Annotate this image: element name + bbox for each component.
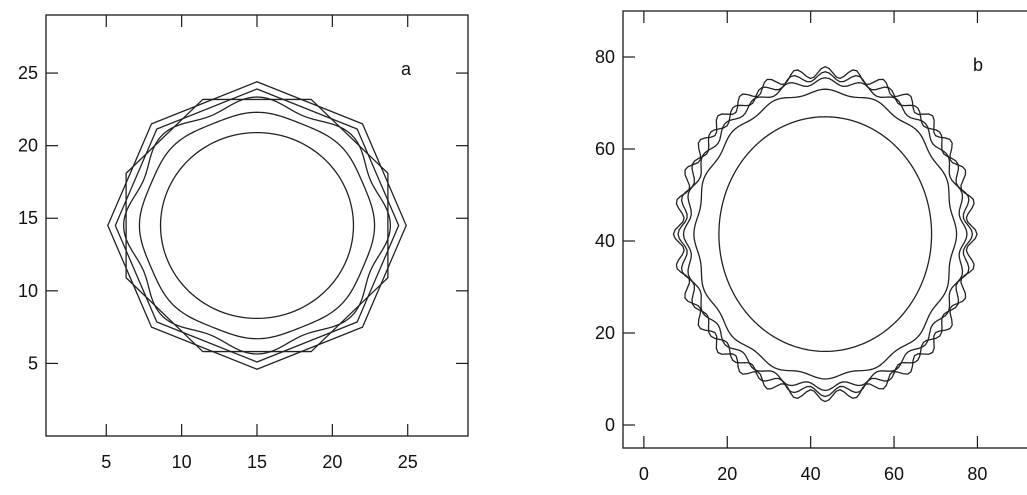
y-tick-label: 20 [18,136,38,156]
panel-label: a [401,59,412,79]
contour-line-4 [693,88,958,380]
x-tick-label: 25 [398,452,418,472]
y-tick-label: 10 [18,281,38,301]
contour-line-5 [718,116,933,353]
contour-line-3 [682,77,968,392]
x-tick-label: 60 [884,464,904,484]
x-tick-label: 0 [639,464,649,484]
contour-line-6 [159,131,355,320]
y-tick-label: 60 [595,139,615,159]
panel-label: b [973,55,983,75]
contour-line-1 [672,66,978,403]
y-tick-label: 80 [595,47,615,67]
contour-line-2 [677,71,974,398]
x-tick-label: 80 [967,464,987,484]
x-tick-label: 5 [101,452,111,472]
plot-frame [622,10,1027,449]
x-tick-label: 20 [717,464,737,484]
chart-panel-a: 5 10 15 20 25 5 10 15 20 25 a [18,14,469,472]
y-tick-label: 40 [595,231,615,251]
y-tick-label: 15 [18,208,38,228]
contour-line-1 [125,98,389,353]
x-tick-label: 40 [801,464,821,484]
y-tick-label: 0 [605,415,615,435]
x-tick-label: 20 [322,452,342,472]
chart-panel-b: 0 20 40 60 80 0 20 40 60 80 b [595,10,1027,484]
contour-line-4 [122,96,392,355]
y-tick-label: 20 [595,323,615,343]
y-tick-label: 5 [28,353,38,373]
contour-line-2 [107,81,407,370]
x-tick-label: 10 [172,452,192,472]
contour-line-5 [138,111,376,340]
y-tick-label: 25 [18,63,38,83]
x-tick-label: 15 [247,452,267,472]
contour-line-3 [114,88,400,363]
